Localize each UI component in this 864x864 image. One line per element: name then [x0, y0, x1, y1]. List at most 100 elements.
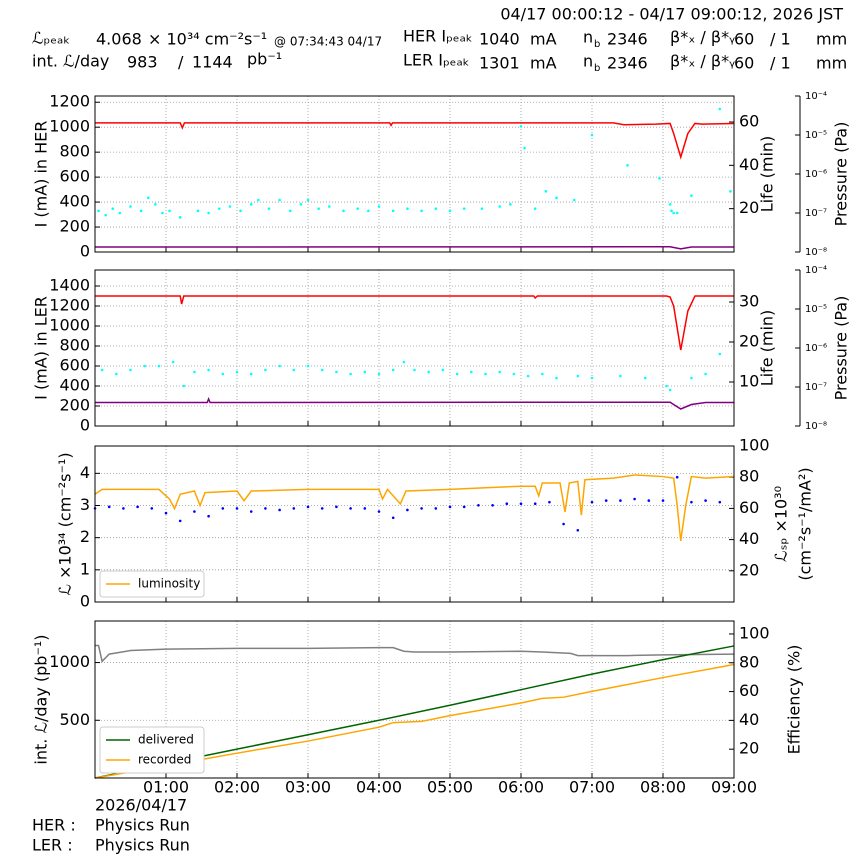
- point: [139, 209, 143, 213]
- point: [363, 507, 367, 510]
- point: [129, 205, 132, 208]
- point: [292, 507, 296, 510]
- point: [675, 475, 679, 479]
- y-tick-label: 200: [59, 217, 90, 236]
- point: [391, 368, 395, 372]
- point: [349, 372, 352, 376]
- value: 983: [127, 53, 158, 72]
- beta-label: β*ₓ / β*ᵧ: [670, 52, 735, 71]
- point: [448, 209, 452, 213]
- y3-label: Pressure (Pa): [832, 296, 851, 401]
- point: [462, 207, 466, 210]
- point: [576, 528, 580, 532]
- x-tick-label: 02:00: [214, 778, 260, 797]
- sep: /: [178, 53, 184, 72]
- point: [306, 364, 310, 368]
- y-tick-label: 600: [59, 167, 90, 186]
- y3-tick-label: 10⁻⁵: [805, 130, 827, 141]
- point: [619, 374, 622, 378]
- y2-tick-label: 100: [739, 436, 770, 455]
- header-row-1: ℒₚₑₐₖ 4.068 × 10³⁴ cm⁻²s⁻¹ @ 07:34:43 04…: [32, 27, 847, 51]
- point: [182, 384, 186, 388]
- x-tick-label: 09:00: [711, 778, 757, 797]
- point: [670, 209, 673, 213]
- point: [118, 211, 122, 215]
- y-tick-label: 800: [59, 336, 90, 355]
- point: [665, 384, 668, 388]
- point: [306, 505, 310, 509]
- point: [675, 211, 679, 215]
- point: [406, 207, 409, 210]
- y3-tick-label: 10⁻⁸: [805, 421, 827, 432]
- point: [668, 388, 672, 392]
- point: [292, 368, 296, 372]
- point: [111, 207, 115, 210]
- header-row-2: int. ℒ/day 983 / 1144 pb⁻¹ LER Iₚₑₐₖ 130…: [32, 50, 847, 75]
- series-line: [95, 644, 735, 663]
- y2-label: Life (min): [758, 136, 777, 213]
- point: [391, 516, 395, 520]
- point: [420, 209, 423, 213]
- unit: mA: [530, 30, 557, 49]
- point: [690, 376, 693, 380]
- series-line: [95, 295, 734, 351]
- y-tick-label: 1000: [49, 316, 90, 335]
- point: [193, 510, 196, 513]
- beta-y: / 1: [770, 54, 791, 73]
- point: [320, 507, 324, 510]
- series-line: [94, 246, 734, 250]
- point: [367, 209, 370, 213]
- y-tick-label: 1200: [49, 92, 90, 111]
- y-tick-label: 1000: [49, 652, 90, 671]
- point: [171, 360, 175, 364]
- point: [129, 368, 132, 372]
- point: [299, 203, 303, 206]
- point: [278, 364, 281, 368]
- y-tick-label: 0: [80, 242, 90, 261]
- beta-x: 60: [734, 54, 754, 73]
- series-line: [94, 474, 735, 541]
- point: [239, 209, 242, 213]
- y-tick-label: 1200: [49, 296, 90, 315]
- point: [413, 368, 416, 372]
- y-tick-label: 1000: [49, 117, 90, 136]
- y-tick-label: 200: [59, 396, 90, 415]
- point: [498, 205, 502, 208]
- label: int. ℒ/day: [32, 52, 109, 71]
- y2-tick-label: 40: [739, 155, 759, 174]
- plot-frame: [94, 269, 735, 427]
- y2-label: ℒₛₚ ×10³⁰: [772, 486, 791, 562]
- y3-tick-label: 10⁻⁴: [805, 265, 827, 276]
- point: [335, 505, 338, 509]
- y-tick-label: 2: [80, 527, 90, 546]
- x-tick-label: 05:00: [427, 778, 473, 797]
- y-label: I (mA) in LER: [32, 296, 51, 400]
- unit: pb⁻¹: [247, 50, 282, 69]
- y2-tick-label: 20: [739, 560, 759, 579]
- current: 1040: [479, 30, 520, 49]
- point: [115, 372, 118, 376]
- point: [207, 211, 210, 215]
- her-label: HER :: [32, 816, 76, 835]
- point: [690, 194, 693, 197]
- point: [533, 207, 537, 210]
- point: [455, 372, 459, 376]
- y2-label: Life (min): [758, 310, 777, 387]
- legend-label: delivered: [138, 733, 194, 747]
- point: [146, 196, 150, 200]
- y2-tick-label: 10: [739, 372, 759, 391]
- y3-tick-label: 10⁻⁶: [805, 169, 827, 180]
- point: [544, 190, 548, 193]
- point: [441, 368, 445, 372]
- point: [363, 370, 367, 374]
- point: [164, 511, 168, 515]
- point: [157, 364, 161, 368]
- point: [477, 503, 480, 507]
- value: 4.068: [96, 30, 142, 49]
- point: [104, 213, 107, 217]
- point: [235, 370, 239, 374]
- y-tick-label: 400: [59, 376, 90, 395]
- x-tick-label: 06:00: [498, 778, 544, 797]
- point: [523, 146, 526, 150]
